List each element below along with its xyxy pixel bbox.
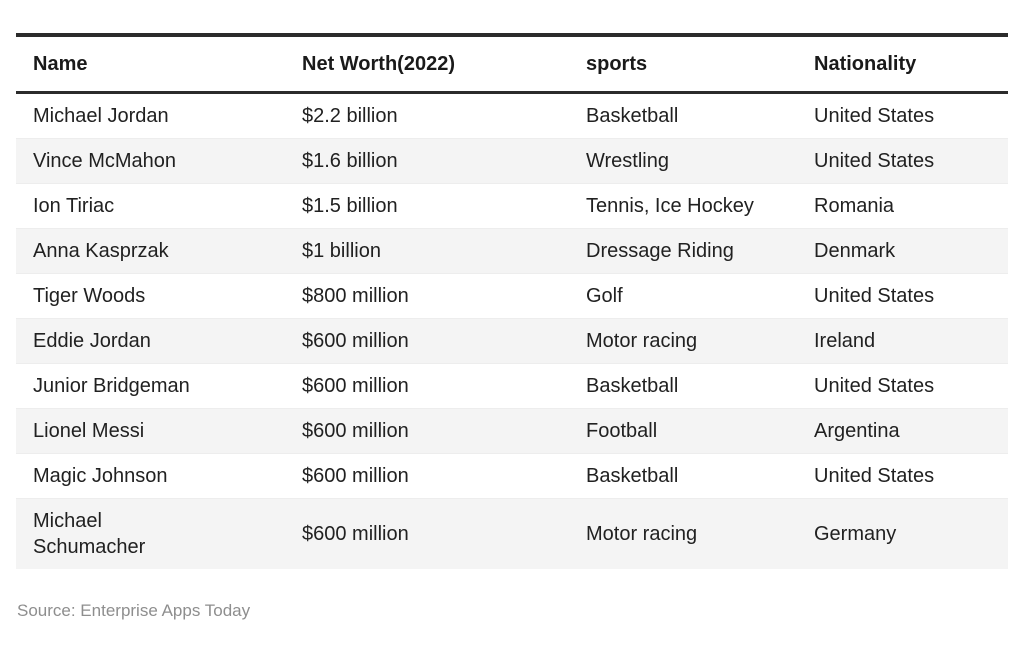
table-row: Junior Bridgeman $600 million Basketball…: [16, 363, 1008, 409]
cell-net-worth: $600 million: [285, 453, 569, 499]
cell-name: Michael Jordan: [33, 105, 169, 127]
cell-nationality: United States: [797, 138, 1008, 184]
cell-net-worth: $600 million: [285, 318, 569, 364]
cell-nationality: Romania: [797, 183, 1008, 229]
header-row: Name Net Worth(2022) sports Nationality: [16, 35, 1008, 94]
cell-sports: Motor racing: [569, 498, 797, 569]
cell-name: Michael Schumacher: [16, 498, 285, 569]
table-row: Eddie Jordan $600 million Motor racing I…: [16, 318, 1008, 364]
column-header-sports: sports: [569, 35, 797, 94]
cell-name: Eddie Jordan: [16, 318, 285, 364]
table-row: Lionel Messi $600 million Football Argen…: [16, 408, 1008, 454]
cell-net-worth: $1.6 billion: [285, 138, 569, 184]
column-header-name: Name: [16, 35, 285, 94]
cell-nationality: United States: [814, 105, 935, 127]
cell-name: Junior Bridgeman: [16, 363, 285, 409]
cell-sports: Golf: [569, 273, 797, 319]
table-row: Michael Jordan $2.2 billion Basketball U…: [16, 93, 1008, 139]
column-header-net-worth: Net Worth(2022): [285, 35, 569, 94]
cell-sports: Football: [569, 408, 797, 454]
cell-name: Tiger Woods: [16, 273, 285, 319]
column-header-nationality: Nationality: [797, 35, 1008, 94]
cell-name: Anna Kasprzak: [16, 228, 285, 274]
cell-nationality: Ireland: [797, 318, 1008, 364]
cell-name: Vince McMahon: [16, 138, 285, 184]
cell-nationality: United States: [797, 363, 1008, 409]
cell-net-worth: $800 million: [285, 273, 569, 319]
cell-net-worth: $600 million: [285, 363, 569, 409]
cell-name: Magic Johnson: [16, 453, 285, 499]
source-attribution: Source: Enterprise Apps Today: [17, 601, 251, 620]
cell-sports: Motor racing: [569, 318, 797, 364]
cell-net-worth: $1.5 billion: [285, 183, 569, 229]
cell-sports: Dressage Riding: [569, 228, 797, 274]
cell-net-worth: $600 million: [285, 408, 569, 454]
cell-nationality: Argentina: [797, 408, 1008, 454]
cell-sports: Basketball: [569, 453, 797, 499]
cell-nationality: Denmark: [797, 228, 1008, 274]
cell-sports: Wrestling: [569, 138, 797, 184]
table-row: Anna Kasprzak $1 billion Dressage Riding…: [16, 228, 1008, 274]
cell-net-worth: $600 million: [285, 498, 569, 569]
cell-sports: Basketball: [569, 363, 797, 409]
cell-nationality: United States: [797, 453, 1008, 499]
net-worth-table: Name Net Worth(2022) sports Nationality …: [16, 33, 1008, 569]
table-row: Ion Tiriac $1.5 billion Tennis, Ice Hock…: [16, 183, 1008, 229]
cell-name: Lionel Messi: [16, 408, 285, 454]
table-row: Michael Schumacher $600 million Motor ra…: [16, 498, 1008, 569]
cell-sports: Tennis, Ice Hockey: [569, 183, 797, 229]
cell-name: Ion Tiriac: [16, 183, 285, 229]
table-row: Magic Johnson $600 million Basketball Un…: [16, 453, 1008, 499]
table-row: Vince McMahon $1.6 billion Wrestling Uni…: [16, 138, 1008, 184]
cell-sports: Basketball: [586, 105, 679, 127]
cell-net-worth: $1 billion: [285, 228, 569, 274]
cell-net-worth: $2.2 billion: [302, 105, 398, 127]
table-row: Tiger Woods $800 million Golf United Sta…: [16, 273, 1008, 319]
cell-nationality: Germany: [797, 498, 1008, 569]
cell-nationality: United States: [797, 273, 1008, 319]
